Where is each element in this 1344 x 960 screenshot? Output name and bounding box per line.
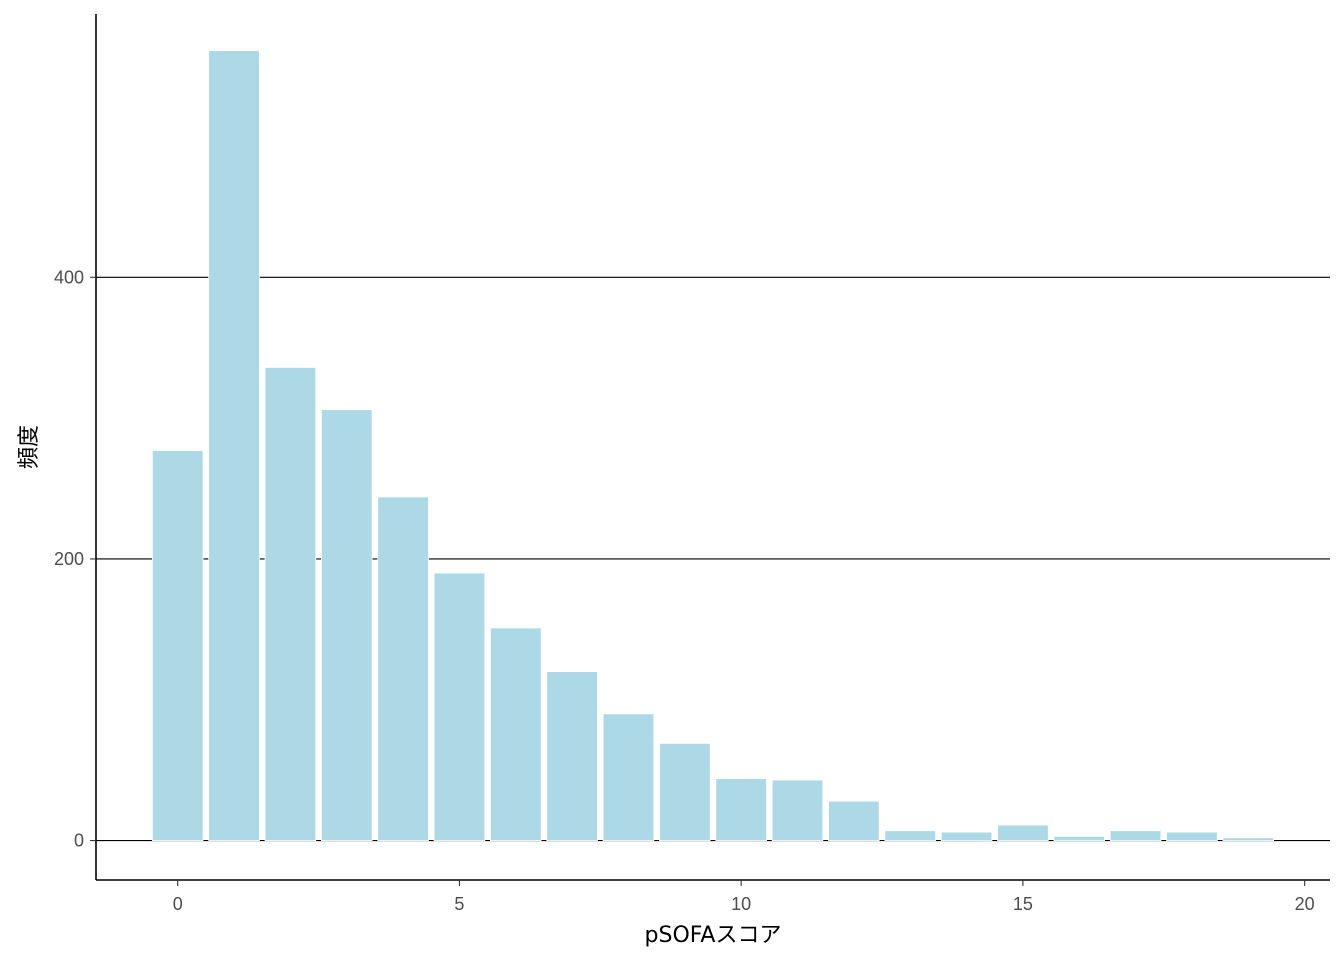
bar — [320, 409, 373, 841]
bar — [659, 743, 711, 841]
bar — [377, 496, 429, 841]
bar — [546, 671, 598, 841]
x-axis-title: pSOFAスコア — [645, 923, 782, 948]
bar — [997, 824, 1049, 841]
y-ticks: 0 200 400 — [54, 267, 96, 851]
bar — [264, 367, 317, 841]
bar — [1166, 831, 1218, 841]
bar — [1109, 830, 1162, 841]
bar — [884, 830, 936, 841]
bar — [151, 450, 204, 841]
x-tick-label: 0 — [173, 894, 183, 914]
x-tick-label: 20 — [1295, 894, 1315, 914]
bar — [490, 627, 542, 841]
bar — [208, 50, 260, 841]
bar — [1053, 835, 1106, 841]
y-tick-label: 400 — [54, 267, 84, 287]
bar — [940, 831, 993, 841]
bar — [715, 778, 767, 841]
y-tick-label: 0 — [74, 831, 84, 851]
bar — [771, 779, 824, 841]
x-tick-label: 15 — [1013, 894, 1033, 914]
y-tick-label: 200 — [54, 549, 84, 569]
bar — [1222, 837, 1275, 841]
bars — [151, 50, 1275, 841]
y-axis-title: 頻度 — [17, 425, 42, 469]
x-ticks: 0 5 10 15 20 — [173, 880, 1315, 914]
bar — [433, 572, 486, 841]
bar — [602, 713, 655, 841]
bar — [828, 800, 880, 841]
x-tick-label: 5 — [454, 894, 464, 914]
x-tick-label: 10 — [731, 894, 751, 914]
